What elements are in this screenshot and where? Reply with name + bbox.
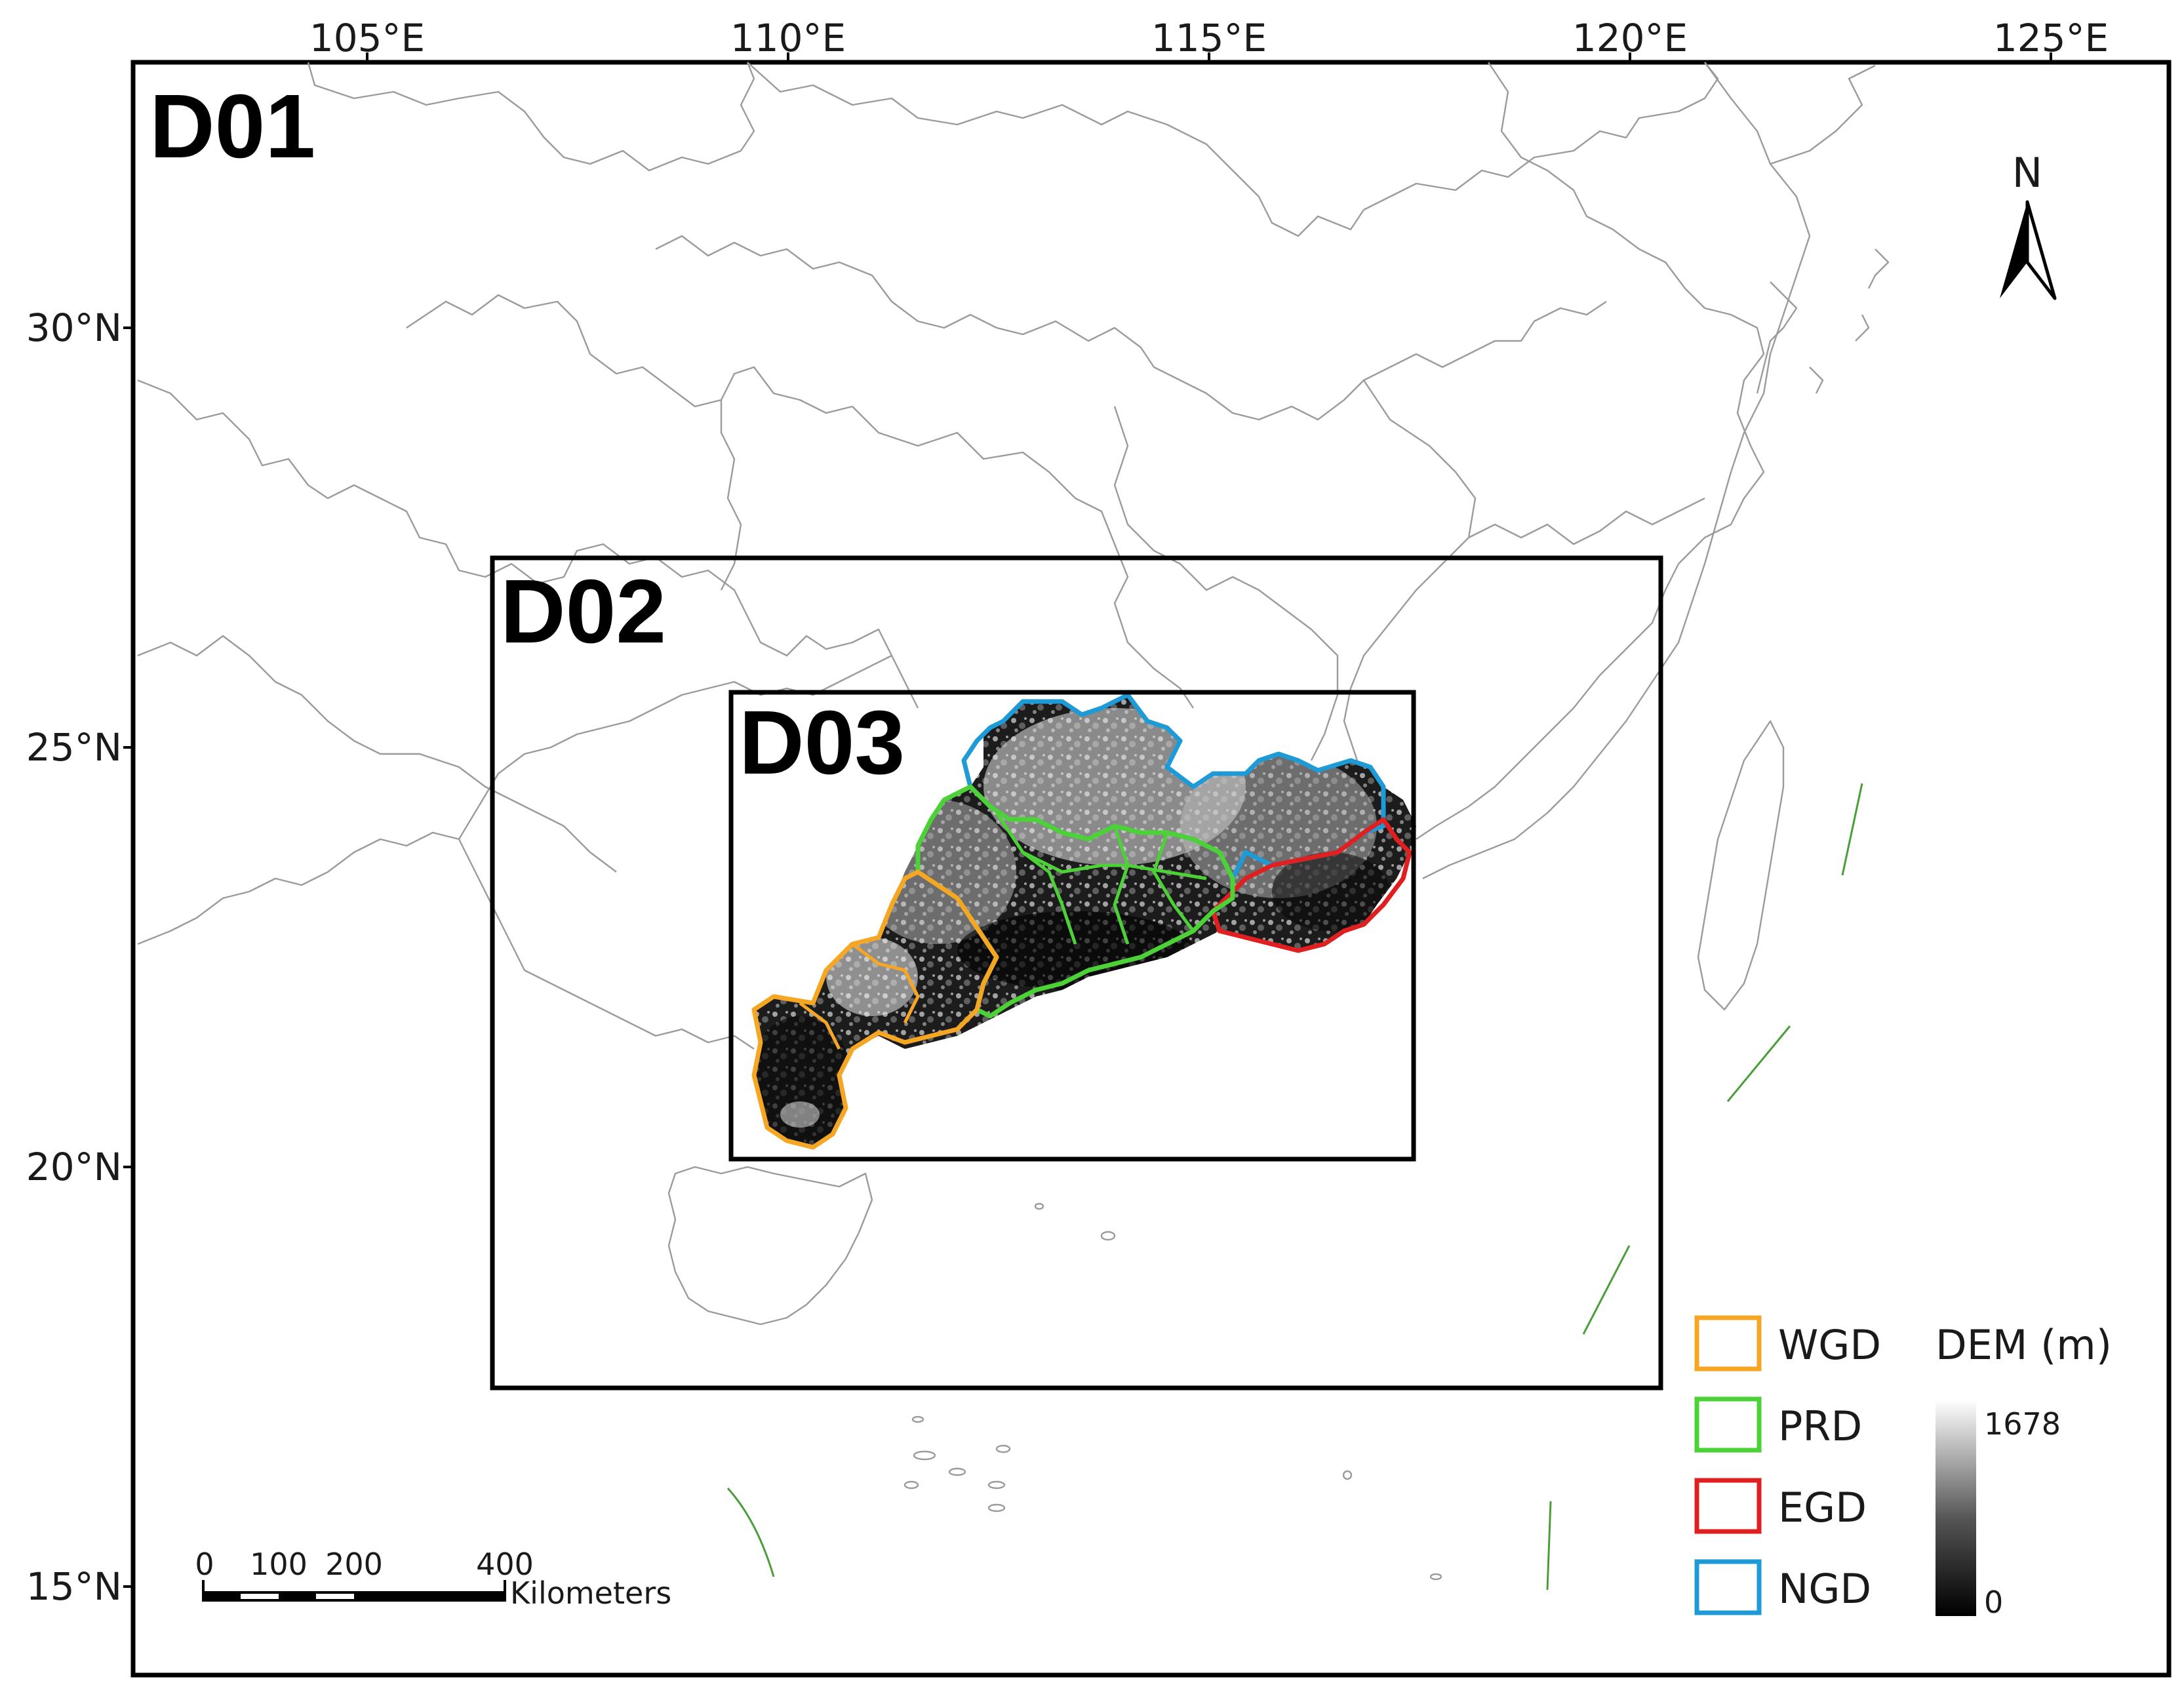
latitude-axis: 30°N 25°N 20°N 15°N: [26, 306, 133, 1609]
lat-tick-label: 15°N: [26, 1564, 122, 1609]
scale-tick-label: 0: [195, 1547, 214, 1582]
domain-d02-label: D02: [500, 561, 666, 662]
north-label: N: [2012, 149, 2042, 197]
region-outline-wgd: [751, 869, 999, 1150]
sea-line: [1841, 783, 1863, 876]
north-arrow-icon: [2000, 202, 2027, 298]
legend-label-prd: PRD: [1778, 1402, 1862, 1450]
dem-max-label: 1678: [1984, 1406, 2061, 1442]
domain-d03-label: D03: [739, 692, 905, 793]
scale-tick-label: 100: [250, 1547, 308, 1582]
lon-tick-label: 125°E: [1993, 16, 2109, 60]
lon-tick-label: 115°E: [1151, 16, 1267, 60]
domain-d02-box: [490, 555, 1663, 1391]
legend-swatch-prd: [1694, 1396, 1762, 1453]
scale-bar: 0 100 200 400 Kilometers: [195, 1547, 671, 1611]
legend-label-wgd: WGD: [1778, 1321, 1881, 1369]
domain-boxes: D01 D02 D03: [149, 76, 1663, 1391]
lon-tick-label: 105°E: [309, 16, 425, 60]
lon-tick-label: 110°E: [730, 16, 846, 60]
lon-tick-label: 120°E: [1572, 16, 1688, 60]
longitude-axis: 105°E 110°E 115°E 120°E 125°E: [309, 16, 2109, 62]
lat-tick-label: 20°N: [26, 1145, 122, 1189]
scale-tick-label: 200: [325, 1547, 383, 1582]
sea-line: [1546, 1501, 1552, 1590]
region-outline-egd: [1210, 817, 1412, 953]
legend-label-egd: EGD: [1778, 1484, 1867, 1531]
dem-legend: DEM (m) 1678 0: [1936, 1321, 2112, 1620]
north-arrow: N: [2000, 149, 2057, 300]
domain-d03-box: [728, 690, 1416, 1162]
scale-tick-label: 400: [476, 1547, 534, 1582]
lat-tick-label: 30°N: [26, 306, 122, 350]
sea-line: [1726, 1025, 1791, 1102]
sea-line: [726, 1487, 775, 1577]
legend-label-ngd: NGD: [1778, 1565, 1871, 1613]
legend-swatch-ngd: [1694, 1559, 1762, 1615]
domain-d01-label: D01: [149, 76, 315, 177]
dem-min-label: 0: [1984, 1585, 2003, 1620]
legend-swatch-egd: [1694, 1478, 1762, 1534]
scale-unit-label: Kilometers: [510, 1575, 671, 1611]
region-outline-wgd-inner: [799, 943, 920, 1050]
region-outline-prd-inner: [995, 812, 1207, 945]
legend-swatch-wgd: [1694, 1315, 1762, 1372]
region-legend: WGD PRD EGD NGD: [1694, 1315, 1881, 1615]
dem-legend-title: DEM (m): [1936, 1321, 2112, 1369]
sea-line: [1582, 1245, 1631, 1335]
lat-tick-label: 25°N: [26, 725, 122, 770]
sea-line-features: [726, 783, 1863, 1590]
province-boundaries: [137, 62, 1890, 1581]
dem-color-ramp: [1936, 1400, 1976, 1616]
region-outlines: [751, 692, 1412, 1150]
